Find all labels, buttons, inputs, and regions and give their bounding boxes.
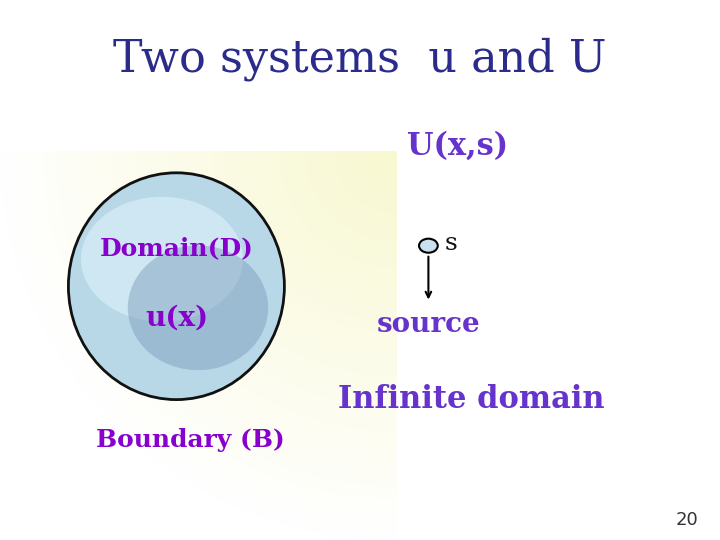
- Ellipse shape: [81, 197, 243, 321]
- Circle shape: [419, 239, 438, 253]
- Ellipse shape: [68, 173, 284, 400]
- Text: u(x): u(x): [145, 305, 208, 332]
- Text: source: source: [377, 310, 480, 338]
- Text: U(x,s): U(x,s): [407, 130, 508, 161]
- Text: Domain(D): Domain(D): [99, 237, 253, 260]
- Ellipse shape: [128, 245, 269, 370]
- Text: Boundary (B): Boundary (B): [96, 428, 285, 452]
- Text: 20: 20: [675, 511, 698, 529]
- Text: Infinite domain: Infinite domain: [338, 384, 605, 415]
- Text: Two systems  u and U: Two systems u and U: [113, 38, 607, 82]
- Text: s: s: [444, 232, 457, 254]
